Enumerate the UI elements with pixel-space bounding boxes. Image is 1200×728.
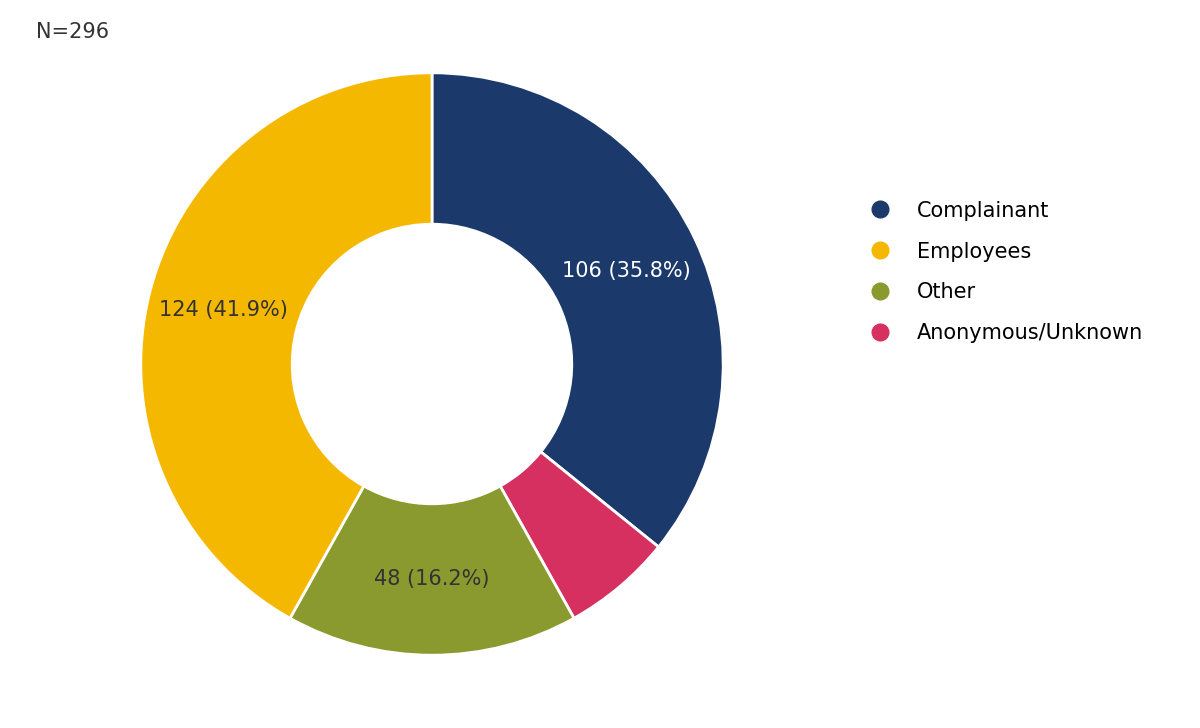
- Legend: Complainant, Employees, Other, Anonymous/Unknown: Complainant, Employees, Other, Anonymous…: [851, 192, 1152, 352]
- Wedge shape: [290, 486, 574, 655]
- Wedge shape: [140, 73, 432, 618]
- Wedge shape: [500, 452, 659, 618]
- Text: N=296: N=296: [36, 22, 109, 41]
- Text: 48 (16.2%): 48 (16.2%): [374, 569, 490, 590]
- Text: 106 (35.8%): 106 (35.8%): [562, 261, 691, 281]
- Text: 124 (41.9%): 124 (41.9%): [160, 300, 288, 320]
- Wedge shape: [432, 73, 724, 547]
